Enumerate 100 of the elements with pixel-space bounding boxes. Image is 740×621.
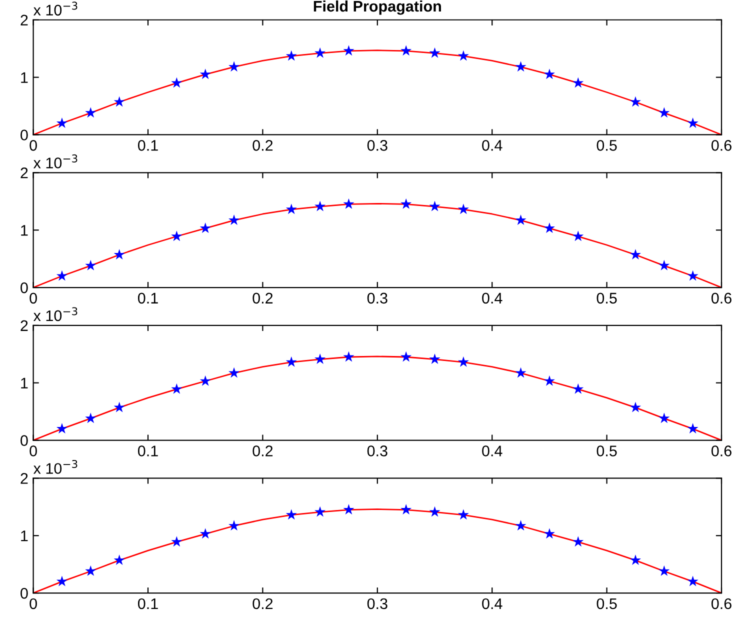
point	[400, 45, 412, 56]
point	[687, 117, 698, 128]
point	[85, 107, 96, 118]
y-tick-label: 1	[21, 378, 28, 388]
point	[515, 520, 526, 531]
point	[171, 536, 182, 547]
point	[114, 402, 125, 412]
y-tick-label: 1	[21, 225, 28, 236]
x-tick-label: 0.2	[252, 140, 273, 151]
x-tick-label: 0	[30, 140, 37, 151]
x-tick-label: 0.4	[482, 598, 502, 610]
point	[343, 351, 354, 362]
x-tick-label: 0.2	[252, 446, 273, 456]
point	[400, 198, 412, 209]
point	[687, 576, 698, 586]
y-tick-label: 0	[20, 130, 28, 140]
point	[515, 214, 526, 226]
point	[429, 200, 440, 212]
point	[544, 528, 555, 539]
text: x 10$^{−3}$	[33, 154, 78, 168]
point	[200, 222, 211, 234]
point	[572, 230, 584, 242]
point	[286, 204, 297, 214]
point	[429, 506, 440, 517]
x-tick-label: 0.2	[252, 292, 273, 304]
point	[228, 520, 240, 531]
point	[572, 383, 584, 394]
x-tick-label: 0.5	[596, 140, 617, 151]
point	[228, 214, 240, 226]
point	[458, 356, 469, 367]
point	[228, 367, 240, 378]
x-tick-label: 0.1	[138, 140, 158, 151]
x-tick-label: 0.4	[482, 140, 502, 151]
x-tick-label: 0	[30, 292, 37, 304]
point	[85, 260, 96, 270]
y-tick-label: 2	[20, 473, 28, 484]
point	[658, 565, 670, 576]
point	[200, 375, 211, 386]
y-tick-label: 1	[21, 72, 28, 83]
point	[630, 96, 641, 107]
point	[85, 565, 96, 576]
point	[572, 536, 584, 547]
point	[171, 230, 182, 242]
x-tick-label: 0.1	[138, 292, 158, 304]
y-tick-label: 2	[20, 168, 28, 178]
point	[515, 61, 526, 72]
chart-title: Field Propagation	[314, 0, 441, 15]
point	[400, 504, 412, 514]
x-tick-label: 0.6	[711, 292, 732, 304]
point	[658, 107, 670, 118]
point	[314, 47, 326, 58]
point	[314, 506, 326, 517]
point	[544, 375, 555, 386]
point	[429, 353, 440, 364]
point	[630, 402, 641, 412]
point	[343, 504, 354, 514]
point	[343, 45, 354, 56]
x-tick-label: 0.3	[367, 292, 388, 304]
x-tick-label: 0.3	[367, 140, 388, 151]
text: x 10$^{−3}$	[33, 307, 78, 322]
point	[400, 351, 412, 362]
x-tick-label: 0.6	[711, 140, 732, 151]
point	[658, 260, 670, 270]
x-tick-label: 0.2	[252, 598, 273, 610]
point	[171, 383, 182, 394]
y-tick-label: 2	[20, 320, 28, 331]
x-tick-label: 0.5	[596, 446, 617, 456]
point	[114, 96, 125, 107]
point	[314, 353, 326, 364]
y-tick-label: 0	[20, 588, 28, 599]
point	[171, 77, 182, 88]
point	[286, 50, 297, 61]
point	[658, 412, 670, 424]
point	[286, 356, 297, 367]
point	[515, 367, 526, 378]
y-tick-label: 0	[20, 435, 28, 446]
point	[286, 509, 297, 520]
point	[544, 68, 555, 80]
point	[343, 198, 354, 209]
point	[56, 270, 68, 281]
x-tick-label: 0.3	[367, 446, 388, 456]
x-tick-label: 0	[30, 598, 37, 610]
y-tick-label: 0	[20, 282, 28, 294]
x-tick-label: 0.5	[596, 598, 617, 610]
point	[458, 204, 469, 214]
point	[56, 422, 68, 434]
point	[228, 61, 240, 72]
x-tick-label: 0.1	[138, 446, 158, 456]
point	[200, 528, 211, 539]
point	[56, 117, 68, 128]
point	[458, 50, 469, 61]
text: x 10$^{−3}$	[33, 460, 78, 474]
x-tick-label: 0.6	[711, 446, 732, 456]
point	[544, 222, 555, 234]
y-tick-label: 1	[21, 530, 28, 542]
point	[429, 47, 440, 58]
point	[687, 270, 698, 281]
point	[458, 509, 469, 520]
point	[114, 554, 125, 566]
x-tick-label: 0.6	[711, 598, 732, 610]
